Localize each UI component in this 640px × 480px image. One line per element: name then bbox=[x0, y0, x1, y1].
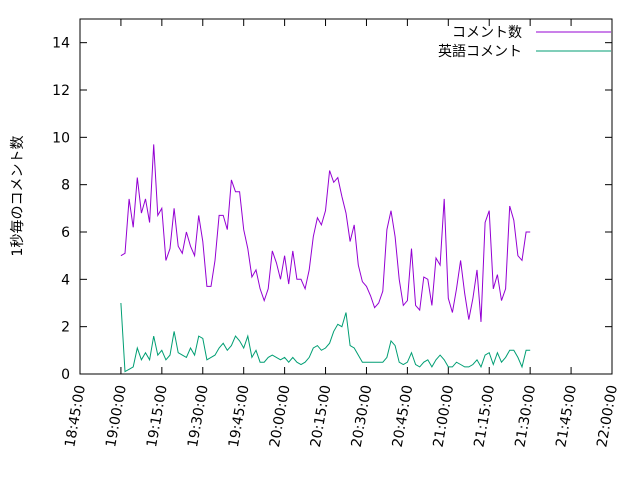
x-tick-label: 20:45:00 bbox=[390, 384, 417, 449]
x-tick-label: 22:00:00 bbox=[594, 384, 621, 449]
y-tick-label: 0 bbox=[61, 367, 70, 383]
y-tick-label: 2 bbox=[61, 320, 70, 336]
x-tick-label: 21:30:00 bbox=[512, 384, 539, 449]
x-tick-label: 21:00:00 bbox=[431, 384, 458, 449]
x-tick-label: 19:00:00 bbox=[103, 384, 130, 449]
y-axis-label: 1秒毎のコメント数 bbox=[10, 136, 26, 257]
x-tick-label: 19:15:00 bbox=[144, 384, 171, 449]
x-tick-label: 20:00:00 bbox=[267, 384, 294, 449]
y-tick-label: 4 bbox=[61, 272, 70, 288]
x-axis-ticks: 18:45:00 19:00:00 19:15:00 19:30:00 19:45:00… bbox=[62, 19, 621, 449]
x-tick-label: 21:45:00 bbox=[553, 384, 580, 449]
x-tick-label: 19:30:00 bbox=[185, 384, 212, 449]
x-tick-label: 18:45:00 bbox=[62, 384, 89, 449]
y-tick-label: 12 bbox=[52, 83, 70, 99]
x-tick-label: 19:45:00 bbox=[226, 384, 253, 449]
series-line-1 bbox=[120, 144, 531, 322]
y-tick-label: 6 bbox=[61, 225, 70, 241]
series-line-2 bbox=[120, 302, 531, 373]
legend-label: コメント数 bbox=[452, 25, 522, 41]
series-lines bbox=[120, 144, 531, 373]
y-tick-label: 8 bbox=[61, 178, 70, 194]
plot-area-border bbox=[79, 18, 613, 375]
legend-label: 英語コメント bbox=[438, 43, 522, 60]
y-axis-ticks: 0 2 4 6 8 10 12 14 bbox=[52, 36, 612, 383]
x-tick-label: 20:15:00 bbox=[308, 384, 335, 449]
y-tick-label: 10 bbox=[52, 130, 70, 146]
x-tick-label: 21:15:00 bbox=[471, 384, 498, 449]
y-tick-label: 14 bbox=[52, 36, 70, 52]
x-tick-label: 20:30:00 bbox=[349, 384, 376, 449]
